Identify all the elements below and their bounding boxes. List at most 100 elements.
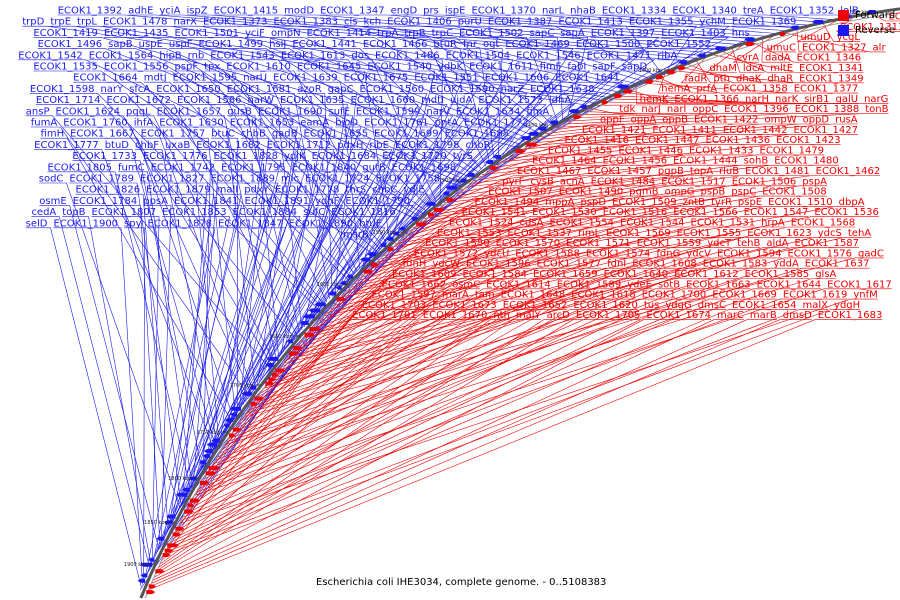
- gene-label: ompW: [764, 115, 796, 126]
- gene-leader-line: [154, 216, 301, 557]
- gene-leader-line: [307, 226, 756, 333]
- gene-label: ECOK1_1427: [793, 125, 858, 136]
- gene-label: ECOK1_1467: [517, 166, 582, 177]
- gene-leader-line: [172, 309, 638, 537]
- gene-label: ompG: [665, 187, 695, 198]
- gene-label: ppsA: [143, 196, 168, 207]
- gene-leader-line: [270, 37, 534, 137]
- gene-leader-line: [264, 247, 789, 386]
- gene-leader-line: [34, 149, 214, 449]
- gene-leader-line: [124, 227, 145, 582]
- gene-label: ECOK1_1789: [69, 174, 134, 185]
- forward-feature-arrow: [187, 503, 195, 508]
- gene-label: ECOK1_1508: [762, 187, 827, 198]
- gene-label: dhaK: [736, 73, 762, 84]
- gene-label: aldA: [766, 238, 788, 249]
- gene-label: ECOK1_1436: [706, 135, 771, 146]
- gene-label: malI: [217, 185, 239, 196]
- gene-label: oppD: [803, 115, 830, 126]
- gene-leader-line: [156, 319, 570, 572]
- gene-label: ECOK1_1396: [724, 104, 789, 115]
- gene-leader-line: [672, 70, 864, 84]
- gene-leader-line: [172, 81, 355, 275]
- gene-label: ydhF: [315, 196, 340, 207]
- kbp-tick-label: 1900 kbp: [124, 562, 148, 568]
- gene-label: ECOK1_1571: [566, 238, 631, 249]
- gene-leader-line: [204, 70, 384, 247]
- gene-label: ECOK1_1466: [363, 39, 428, 50]
- gene-label: ECOK1_1673: [432, 300, 497, 311]
- gene-label: pspA: [802, 176, 827, 187]
- forward-feature-arrow: [490, 166, 499, 171]
- gene-leader-line: [185, 298, 636, 512]
- gene-label: ydjE: [403, 185, 424, 196]
- gene-label: ECOK1_1609: [392, 269, 457, 280]
- gene-leader-line: [583, 37, 753, 109]
- forward-feature-arrow: [678, 65, 687, 70]
- gene-label: ribE: [369, 140, 389, 151]
- gene-leader-line: [274, 247, 631, 374]
- gene-label: umuC: [767, 42, 796, 53]
- gene-leader-line: [210, 59, 430, 209]
- gene-leader-line: [33, 70, 375, 256]
- gene-leader-line: [53, 227, 143, 585]
- gene-leader-line: [343, 81, 412, 267]
- gene-leader-line: [464, 154, 825, 188]
- forward-feature-arrow: [184, 509, 194, 514]
- gene-label: fumA: [31, 118, 58, 129]
- gene-leader-line: [198, 288, 681, 487]
- gene-leader-line: [168, 48, 471, 178]
- gene-leader-line: [514, 134, 647, 153]
- gene-label: ECOK1_1340: [672, 6, 737, 17]
- gene-leader-line: [248, 257, 711, 408]
- gene-label: ECOK1_1644: [757, 279, 822, 290]
- gene-label: ECOK1_1580: [425, 238, 490, 249]
- gene-leader-line: [529, 37, 563, 120]
- gene-leader-line: [211, 137, 239, 413]
- gene-label: sapD: [622, 62, 648, 73]
- gene-label: ECOK1_1655: [304, 129, 369, 140]
- gene-label: btuD: [105, 140, 130, 151]
- gene-label: trpD: [22, 17, 44, 28]
- legend-item-forward: Forward: [838, 8, 895, 23]
- gene-label: ECOK1_1369: [732, 17, 797, 28]
- gene-label: ECOK1_1392: [58, 6, 123, 17]
- gene-label: engD: [391, 6, 418, 17]
- reverse-feature-arrow: [425, 201, 436, 206]
- gene-leader-line: [797, 20, 838, 42]
- gene-label: ECOK1_1570: [496, 238, 561, 249]
- gene-label: narG: [864, 94, 888, 105]
- gene-label: ECOK1_1416: [564, 135, 629, 146]
- gene-leader-line: [384, 195, 624, 254]
- gene-label: ECOK1_1517: [661, 176, 726, 187]
- gene-leader-line: [340, 93, 499, 289]
- gene-label: pspF: [174, 62, 198, 73]
- gene-label: yciA: [159, 6, 180, 17]
- gene-label: ECOK1_1662: [382, 279, 447, 290]
- gene-leader-line: [181, 298, 777, 518]
- gene-leader-line: [558, 25, 662, 73]
- gene-leader-line: [198, 171, 390, 474]
- gene-leader-line: [233, 267, 602, 430]
- forward-feature-arrow: [175, 526, 185, 531]
- gene-label: hemK: [640, 94, 669, 105]
- gene-label: ydgG: [665, 300, 691, 311]
- gene-label: gusB: [227, 106, 252, 117]
- gene-leader-line: [263, 126, 433, 377]
- gene-label: ECOK1_1654: [732, 300, 797, 311]
- gene-leader-line: [456, 164, 668, 194]
- gene-leader-line: [223, 149, 367, 433]
- forward-feature-arrow: [779, 31, 787, 36]
- gene-label: ECOK1_1610: [226, 62, 291, 73]
- gene-label: ECOK1_1700: [642, 290, 707, 301]
- gene-label: ECOK1_1352: [770, 6, 835, 17]
- gene-label: ECOK1_1828: [214, 151, 279, 162]
- gene-label: thrS: [346, 185, 367, 196]
- gene-label: ECOK1_1714: [36, 95, 101, 106]
- gene-label: acnA: [560, 176, 585, 187]
- gene-leader-line: [330, 216, 668, 308]
- gene-leader-line: [495, 144, 629, 166]
- gene-label: sfcA: [129, 84, 150, 95]
- gene-label: ECOK1_1878: [148, 218, 213, 229]
- gene-leader-line: [292, 115, 554, 341]
